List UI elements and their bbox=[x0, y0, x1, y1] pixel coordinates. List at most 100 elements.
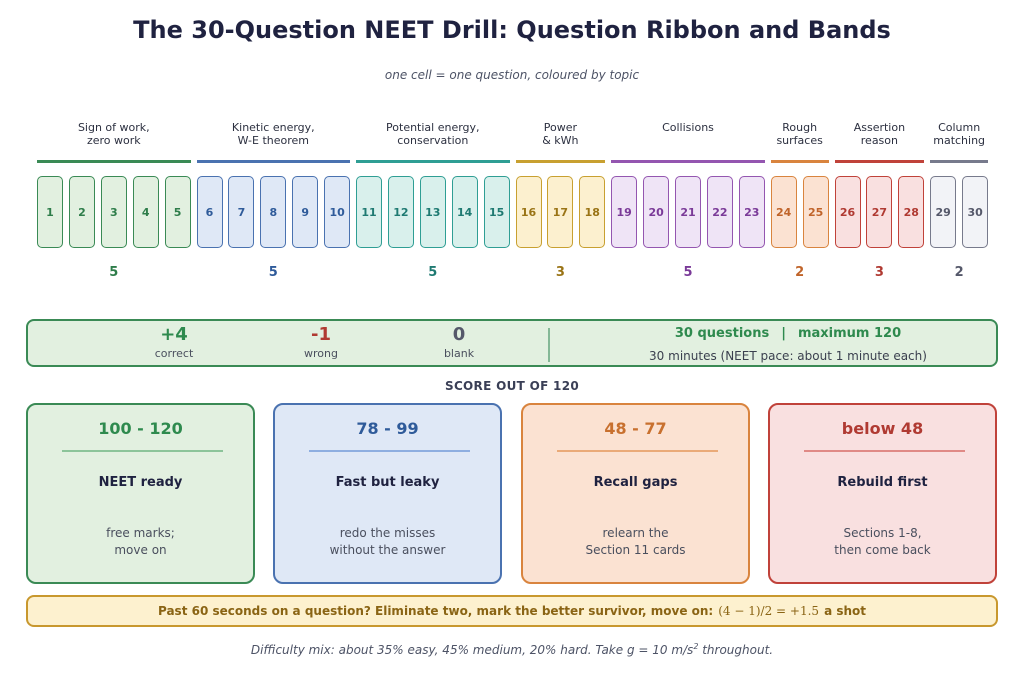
question-cell: 17 bbox=[547, 176, 574, 248]
topic-rule bbox=[196, 160, 351, 163]
time-tip: Past 60 seconds on a question? Eliminate… bbox=[26, 595, 998, 627]
topic-count: 2 bbox=[795, 265, 805, 280]
question-cell: 16 bbox=[515, 176, 542, 248]
topic-label: Assertion reason bbox=[853, 121, 906, 147]
question-cell: 7 bbox=[228, 176, 255, 248]
question-cell: 11 bbox=[356, 176, 382, 248]
question-cell: 14 bbox=[451, 176, 478, 248]
question-cell: 29 bbox=[930, 176, 957, 248]
scoring-panel: +4 correct -1 wrong 0 blank 30 questions… bbox=[26, 319, 998, 367]
question-cell: 5 bbox=[164, 176, 191, 248]
band-range: 100 - 120 bbox=[98, 419, 183, 438]
band-rule bbox=[557, 450, 718, 452]
footnote-exponent: 2 bbox=[693, 642, 699, 651]
mark-blank-label: blank bbox=[443, 347, 475, 360]
question-cell: 20 bbox=[643, 176, 670, 248]
topic-label: Rough surfaces bbox=[776, 121, 823, 147]
question-cell: 21 bbox=[675, 176, 701, 248]
question-cell: 23 bbox=[738, 176, 765, 248]
question-cell: 1 bbox=[37, 176, 63, 248]
page-subtitle: one cell = one question, coloured by top… bbox=[384, 68, 640, 82]
topic-rule bbox=[515, 160, 606, 163]
topic-count: 3 bbox=[555, 265, 565, 280]
difficulty-footnote: Difficulty mix: about 35% easy, 45% medi… bbox=[0, 642, 1024, 657]
question-cell: 2 bbox=[68, 176, 95, 248]
footnote-text: Difficulty mix: about 35% easy, 45% medi… bbox=[250, 643, 694, 657]
mark-blank-value: 0 bbox=[452, 324, 466, 345]
mark-correct: +4 correct bbox=[124, 323, 224, 361]
band-rule bbox=[309, 450, 470, 452]
question-cell: 27 bbox=[866, 176, 893, 248]
question-cell: 8 bbox=[260, 176, 287, 248]
footnote-tail: throughout. bbox=[698, 643, 774, 657]
question-cell: 15 bbox=[483, 176, 510, 248]
band-rule bbox=[804, 450, 965, 452]
question-cell: 18 bbox=[579, 176, 606, 248]
topic-label: Kinetic energy, W-E theorem bbox=[231, 121, 315, 147]
band-rule bbox=[62, 450, 223, 452]
question-cell: 6 bbox=[196, 176, 223, 248]
mark-wrong: -1 wrong bbox=[271, 323, 371, 361]
question-cell: 22 bbox=[706, 176, 733, 248]
band-advice: free marks; move on bbox=[106, 526, 175, 557]
band-advice: Sections 1-8, then come back bbox=[834, 526, 931, 557]
question-cell: 4 bbox=[132, 176, 159, 248]
topic-count: 5 bbox=[268, 265, 278, 280]
topic-rule bbox=[770, 160, 829, 163]
question-cell: 10 bbox=[324, 176, 351, 248]
topic-count: 5 bbox=[428, 265, 438, 280]
question-cell: 19 bbox=[611, 176, 638, 248]
question-total: 30 questions bbox=[674, 326, 770, 341]
band-range: below 48 bbox=[841, 419, 924, 438]
band-range: 48 - 77 bbox=[604, 419, 667, 438]
question-cell: 26 bbox=[834, 176, 861, 248]
mark-blank: 0 blank bbox=[409, 323, 509, 361]
topic-label: Power & kWh bbox=[542, 121, 579, 147]
band-name: Fast but leaky bbox=[335, 475, 440, 490]
tip-formula: (4 − 1)/2 = +1.5 bbox=[718, 604, 820, 618]
question-cell: 12 bbox=[387, 176, 414, 248]
mark-correct-label: correct bbox=[154, 347, 194, 360]
mark-wrong-label: wrong bbox=[304, 347, 338, 360]
topic-count: 5 bbox=[683, 265, 693, 280]
summary-separator: | bbox=[781, 326, 786, 341]
question-cell: 13 bbox=[419, 176, 446, 248]
question-cell: 24 bbox=[770, 176, 797, 248]
bands-caption: SCORE OUT OF 120 bbox=[445, 379, 579, 393]
mark-wrong-value: -1 bbox=[311, 324, 331, 345]
score-band-card: 100 - 120 NEET ready free marks; move on bbox=[26, 403, 255, 584]
pace-note: 30 minutes (NEET pace: about 1 minute ea… bbox=[649, 349, 927, 363]
band-advice: redo the misses without the answer bbox=[329, 526, 446, 557]
topic-label: Sign of work, zero work bbox=[77, 121, 150, 147]
band-range: 78 - 99 bbox=[356, 419, 419, 438]
topic-label: Collisions bbox=[662, 121, 714, 134]
page-title: The 30-Question NEET Drill: Question Rib… bbox=[133, 16, 891, 44]
scoring-summary: 30 questions | maximum 120 bbox=[588, 326, 988, 341]
band-name: Rebuild first bbox=[837, 475, 928, 490]
score-band-card: 78 - 99 Fast but leaky redo the misses wit… bbox=[273, 403, 502, 584]
tip-tail: a shot bbox=[824, 604, 867, 618]
question-cell: 3 bbox=[100, 176, 127, 248]
band-advice: relearn the Section 11 cards bbox=[585, 526, 686, 557]
mark-correct-value: +4 bbox=[160, 324, 188, 345]
band-name: NEET ready bbox=[98, 475, 183, 490]
scoring-divider bbox=[548, 328, 550, 362]
topic-label: Potential energy, conservation bbox=[386, 121, 480, 147]
topic-count: 2 bbox=[954, 265, 964, 280]
topic-rule bbox=[930, 160, 989, 163]
question-cell: 9 bbox=[292, 176, 319, 248]
topic-rule bbox=[611, 160, 765, 163]
question-cell: 25 bbox=[802, 176, 829, 248]
topic-count: 3 bbox=[874, 265, 884, 280]
topic-rule bbox=[356, 160, 510, 163]
topic-rule bbox=[37, 160, 191, 163]
score-band-card: below 48 Rebuild first Sections 1-8, then … bbox=[768, 403, 997, 584]
topic-label: Column matching bbox=[933, 121, 986, 147]
question-cell: 30 bbox=[962, 176, 989, 248]
maximum-score: maximum 120 bbox=[797, 326, 902, 341]
topic-rule bbox=[834, 160, 925, 163]
score-band-card: 48 - 77 Recall gaps relearn the Section 11… bbox=[521, 403, 750, 584]
question-cell: 28 bbox=[898, 176, 925, 248]
band-name: Recall gaps bbox=[593, 475, 678, 490]
tip-text: Past 60 seconds on a question? Eliminate… bbox=[157, 604, 714, 618]
